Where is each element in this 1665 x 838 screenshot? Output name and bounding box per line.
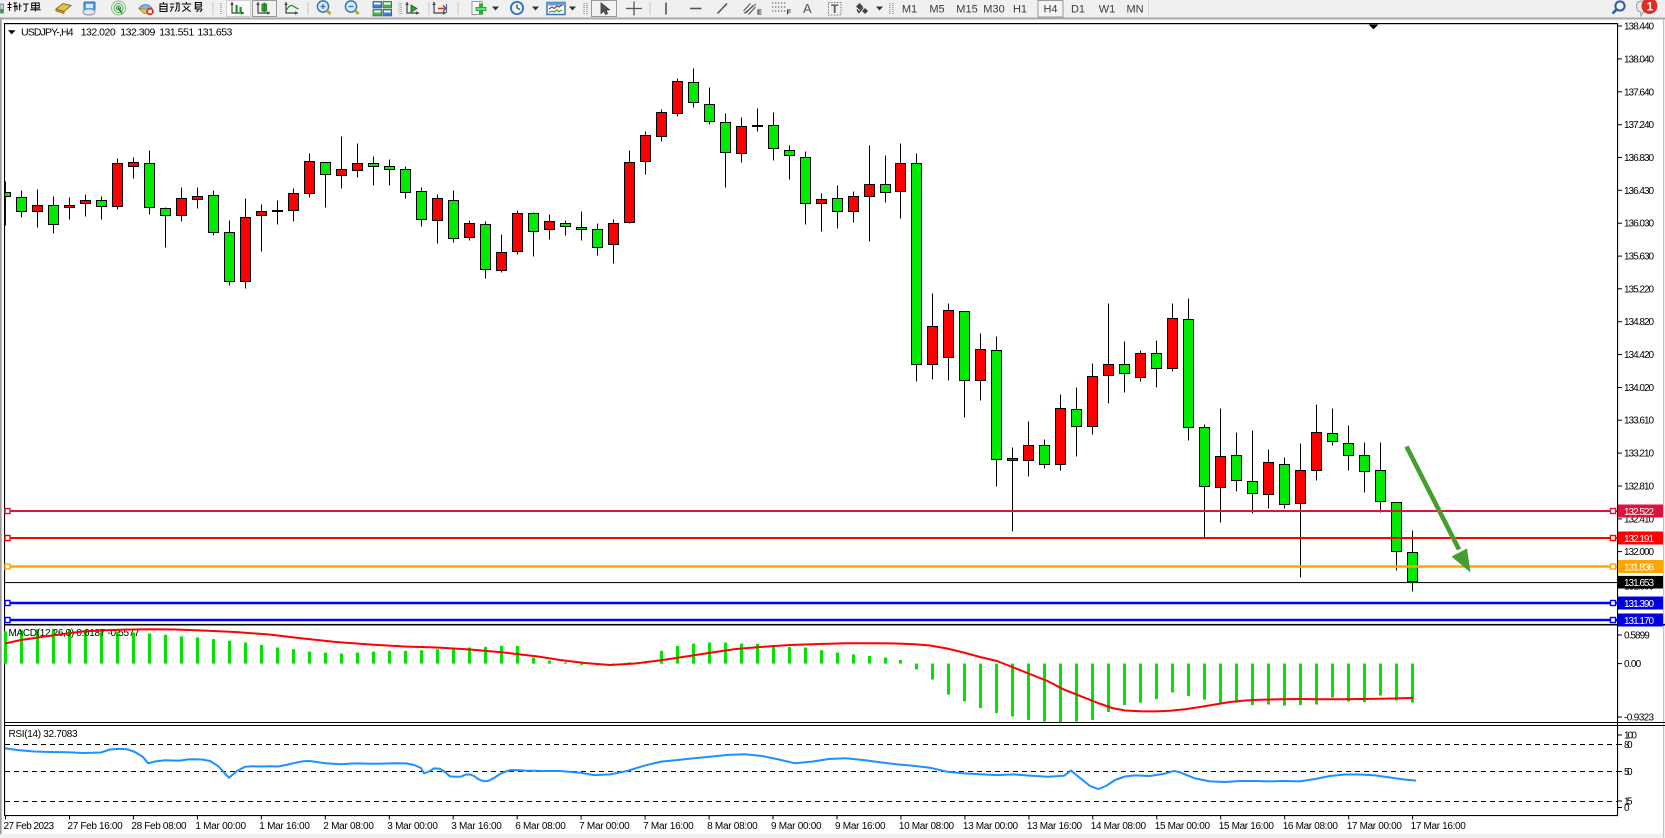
svg-text:136.430: 136.430 (1624, 186, 1655, 197)
svg-text:134.820: 134.820 (1624, 317, 1655, 328)
svg-text:1: 1 (1647, 2, 1654, 14)
svg-text:27 Feb 16:00: 27 Feb 16:00 (68, 821, 124, 832)
svg-text:132.309: 132.309 (120, 27, 155, 39)
svg-text:9 Mar 00:00: 9 Mar 00:00 (771, 821, 822, 832)
svg-text:T: T (831, 2, 839, 16)
svg-text:-0.9323: -0.9323 (1624, 713, 1655, 724)
svg-text:M15: M15 (956, 4, 977, 16)
svg-text:17 Mar 00:00: 17 Mar 00:00 (1347, 821, 1403, 832)
svg-text:7 Mar 00:00: 7 Mar 00:00 (579, 821, 630, 832)
svg-text:135.630: 135.630 (1624, 252, 1655, 263)
svg-text:M30: M30 (983, 4, 1004, 16)
svg-text:131.836: 131.836 (1624, 562, 1654, 573)
svg-text:133.210: 133.210 (1624, 449, 1655, 460)
svg-text:M1: M1 (902, 4, 917, 16)
svg-text:D1: D1 (1071, 4, 1085, 16)
svg-text:27 Feb 2023: 27 Feb 2023 (4, 821, 55, 832)
svg-text:1 Mar 00:00: 1 Mar 00:00 (195, 821, 246, 832)
svg-text:134.020: 134.020 (1624, 383, 1655, 394)
svg-text:132.522: 132.522 (1624, 507, 1654, 518)
svg-text:F: F (787, 8, 792, 17)
svg-text:133.610: 133.610 (1624, 416, 1655, 427)
svg-text:MN: MN (1126, 4, 1143, 16)
svg-text:137.640: 137.640 (1624, 87, 1655, 98)
svg-text:15 Mar 00:00: 15 Mar 00:00 (1155, 821, 1211, 832)
svg-text:131.653: 131.653 (197, 27, 232, 39)
svg-text:1 Mar 16:00: 1 Mar 16:00 (259, 821, 310, 832)
svg-text:131.551: 131.551 (159, 27, 194, 39)
svg-text:6 Mar 08:00: 6 Mar 08:00 (515, 821, 566, 832)
svg-text:131.390: 131.390 (1624, 599, 1654, 610)
svg-text:9 Mar 16:00: 9 Mar 16:00 (835, 821, 886, 832)
svg-text:100: 100 (1624, 731, 1637, 742)
svg-text:17 Mar 16:00: 17 Mar 16:00 (1411, 821, 1467, 832)
svg-text:80: 80 (1624, 740, 1633, 751)
svg-text:0.5899: 0.5899 (1624, 631, 1650, 642)
svg-text:USDJPY-,H4: USDJPY-,H4 (21, 27, 74, 39)
svg-text:7 Mar 16:00: 7 Mar 16:00 (643, 821, 694, 832)
svg-text:132.020: 132.020 (81, 27, 116, 39)
svg-text:132.000: 132.000 (1624, 547, 1655, 558)
svg-text:15: 15 (1624, 797, 1633, 808)
svg-text:50: 50 (1624, 767, 1633, 778)
svg-text:13 Mar 16:00: 13 Mar 16:00 (1027, 821, 1083, 832)
svg-text:132.191: 132.191 (1624, 534, 1654, 545)
svg-text:2 Mar 08:00: 2 Mar 08:00 (323, 821, 374, 832)
svg-text:132.810: 132.810 (1624, 482, 1655, 493)
svg-text:136.030: 136.030 (1624, 219, 1655, 230)
svg-text:W1: W1 (1099, 4, 1116, 16)
svg-text:H1: H1 (1013, 4, 1027, 16)
svg-text:136.830: 136.830 (1624, 153, 1655, 164)
svg-text:14 Mar 08:00: 14 Mar 08:00 (1091, 821, 1147, 832)
svg-text:15 Mar 16:00: 15 Mar 16:00 (1219, 821, 1275, 832)
svg-text:28 Feb 08:00: 28 Feb 08:00 (131, 821, 187, 832)
svg-text:A: A (803, 1, 812, 16)
svg-text:138.440: 138.440 (1624, 22, 1655, 33)
svg-text:138.040: 138.040 (1624, 54, 1655, 65)
svg-text:E: E (757, 8, 762, 17)
svg-text:3 Mar 00:00: 3 Mar 00:00 (387, 821, 438, 832)
svg-text:0: 0 (1624, 803, 1630, 814)
svg-text:0.00: 0.00 (1624, 659, 1642, 670)
svg-text:3 Mar 16:00: 3 Mar 16:00 (451, 821, 502, 832)
svg-text:131.653: 131.653 (1624, 578, 1654, 589)
svg-text:137.240: 137.240 (1624, 120, 1655, 131)
svg-text:134.420: 134.420 (1624, 350, 1655, 361)
svg-text:13 Mar 00:00: 13 Mar 00:00 (963, 821, 1019, 832)
svg-text:16 Mar 08:00: 16 Mar 08:00 (1283, 821, 1339, 832)
svg-text:8 Mar 08:00: 8 Mar 08:00 (707, 821, 758, 832)
svg-text:131.170: 131.170 (1624, 616, 1654, 627)
svg-text:132.410: 132.410 (1624, 514, 1655, 525)
svg-text:10 Mar 08:00: 10 Mar 08:00 (899, 821, 955, 832)
svg-text:M5: M5 (929, 4, 944, 16)
svg-text:H4: H4 (1043, 4, 1057, 16)
svg-text:RSI(14) 32.7083: RSI(14) 32.7083 (9, 729, 78, 740)
svg-text:135.220: 135.220 (1624, 284, 1655, 295)
